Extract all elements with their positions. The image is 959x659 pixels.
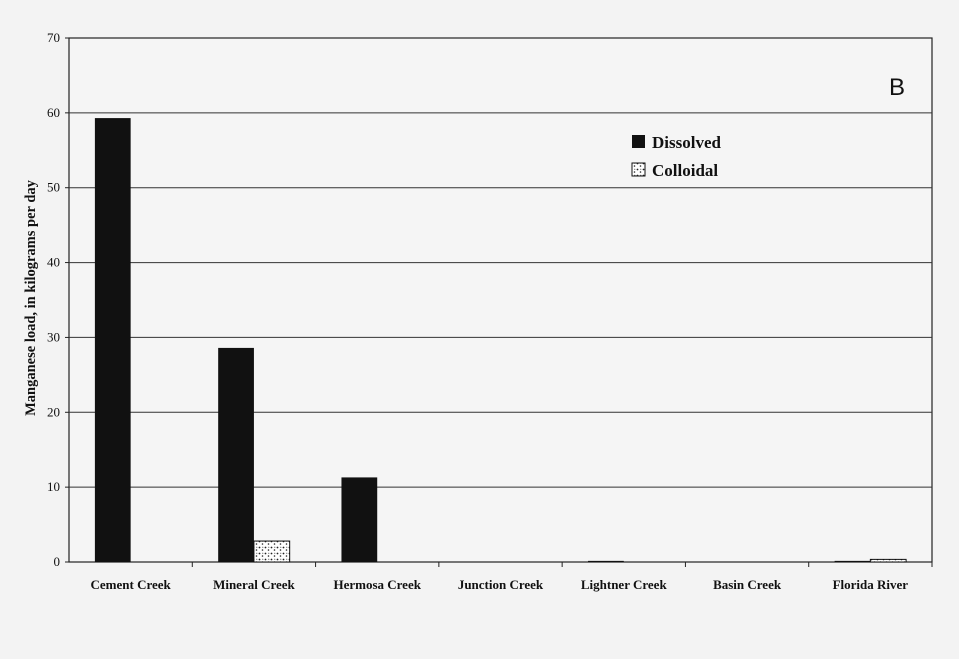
y-tick-label: 50 [47,180,60,195]
legend-swatch-colloidal [631,162,646,177]
grid-layer [69,112,932,488]
y-axis-label: Manganese load, in kilograms per day [23,179,39,416]
bar-colloidal-mineral-creek [253,540,291,563]
panel-label: B [889,74,905,101]
y-axis-ticks: 0 10 20 30 40 50 60 70 [47,30,69,569]
bar-dissolved-florida-river [834,560,871,562]
x-tick-label: Mineral Creek [213,577,295,592]
bar-dissolved-hermosa-creek [341,477,378,562]
y-tick-label: 10 [47,479,60,494]
bar-colloidal-florida-river [869,558,907,563]
x-tick-label: Florida River [833,577,909,592]
legend-label-colloidal: Colloidal [652,161,718,180]
bar-dissolved-lightner-creek [588,560,624,562]
bar-layer [94,118,907,563]
bar-dissolved-mineral-creek [218,347,254,562]
y-tick-label: 30 [47,329,60,344]
x-axis-ticks: Cement Creek Mineral Creek Hermosa Creek Ju… [91,562,933,592]
y-tick-label: 70 [47,30,60,45]
y-tick-label: 0 [54,554,61,569]
legend-label-dissolved: Dissolved [652,133,722,152]
x-tick-label: Basin Creek [713,577,782,592]
x-tick-label: Junction Creek [458,577,544,592]
legend-swatch-dissolved [632,135,645,148]
x-tick-label: Lightner Creek [581,577,668,592]
y-tick-label: 40 [47,255,60,270]
y-tick-label: 60 [47,105,60,120]
legend: Dissolved Colloidal [631,133,722,180]
bar-dissolved-cement-creek [94,118,131,563]
y-tick-label: 20 [47,404,60,419]
x-tick-label: Cement Creek [91,577,172,592]
plot-area [68,37,933,563]
x-tick-label: Hermosa Creek [333,577,421,592]
